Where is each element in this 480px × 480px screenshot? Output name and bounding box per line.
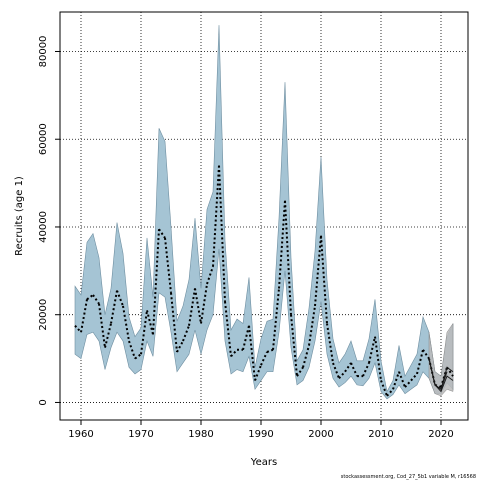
estimate-segment-1985 (224, 301, 232, 357)
estimate-segment-1968 (122, 305, 130, 342)
estimate-segment-1992 (266, 348, 274, 353)
y-tick-label-20000: 20000 (38, 299, 49, 331)
confidence-bands (74, 25, 454, 400)
estimate-segment-1971 (140, 310, 148, 355)
estimate-segment-1980 (194, 288, 202, 324)
retro-line-3 (428, 358, 448, 391)
estimate-segment-1977 (176, 340, 184, 353)
y-tick-label-80000: 80000 (38, 36, 49, 68)
estimate-segment-1975 (164, 237, 172, 293)
estimate-segment-1986 (230, 349, 238, 358)
x-tick-label-2020: 2020 (428, 429, 453, 440)
estimate-segment-1999 (308, 305, 316, 346)
estimate-segment-1981 (200, 283, 208, 324)
estimate-segment-1967 (116, 290, 124, 307)
y-axis-ticks: 0 20000 40000 60000 80000 (38, 36, 60, 406)
x-axis-ticks: 1960 1970 1980 1990 2000 2010 2020 (68, 420, 454, 440)
estimate-segment-1976 (170, 292, 178, 353)
estimate-segment-1983 (212, 165, 220, 267)
estimate-lines (74, 165, 454, 397)
estimate-segment-1993 (272, 288, 280, 350)
estimate-segment-2010 (374, 336, 382, 381)
y-tick-label-60000: 60000 (38, 123, 49, 155)
estimate-segment-1984 (218, 165, 226, 302)
x-tick-label-1970: 1970 (128, 429, 153, 440)
estimate-segment-2002 (326, 323, 334, 364)
x-tick-label-1960: 1960 (68, 429, 93, 440)
estimate-segment-1963 (92, 294, 100, 305)
estimate-segment-2011 (380, 380, 388, 397)
estimate-segment-1990 (254, 364, 262, 381)
estimate-segment-2012 (386, 388, 394, 397)
estimate-segment-2014 (398, 371, 406, 388)
x-tick-label-1990: 1990 (248, 429, 273, 440)
x-tick-label-2000: 2000 (308, 429, 333, 440)
estimate-segment-2015 (404, 379, 412, 388)
estimate-segment-2004 (338, 371, 346, 379)
estimate-segment-1979 (188, 288, 196, 326)
y-axis-title: Recruits (age 1) (14, 176, 25, 256)
estimate-segment-2001 (320, 235, 328, 324)
estimate-segment-1998 (302, 345, 310, 368)
estimate-segment-1961 (80, 299, 88, 333)
source-credit: stockassessment.org, Cod_27_5b1 variable… (341, 474, 476, 480)
estimate-segment-1996 (290, 314, 298, 377)
estimate-segment-2000 (314, 235, 322, 307)
estimate-segment-1966 (110, 290, 118, 324)
estimate-segment-1970 (134, 353, 142, 360)
estimate-segment-1982 (206, 266, 214, 285)
estimate-segment-1995 (284, 200, 292, 315)
estimate-segment-2016 (410, 373, 418, 382)
estimate-segment-1994 (278, 200, 286, 289)
y-tick-label-0: 0 (38, 399, 49, 405)
ci-band-retro (428, 322, 454, 397)
estimate-segment-1969 (128, 340, 136, 359)
x-axis-title: Years (250, 457, 277, 468)
estimate-segment-1960 (74, 325, 82, 333)
plot-frame (59, 11, 469, 421)
estimate-segment-1964 (98, 303, 106, 348)
estimate-segment-1978 (182, 325, 190, 342)
estimate-segment-1997 (296, 366, 304, 377)
estimate-segment-2003 (332, 362, 340, 379)
x-tick-label-1980: 1980 (188, 429, 213, 440)
x-tick-label-2010: 2010 (368, 429, 393, 440)
y-tick-label-40000: 40000 (38, 211, 49, 243)
ci-band-main (74, 25, 454, 400)
estimate-segment-1989 (248, 325, 256, 381)
estimate-segment-2005 (344, 362, 352, 373)
estimate-segment-2022 (446, 366, 454, 377)
estimate-segment-1974 (158, 228, 166, 239)
estimate-segment-2013 (392, 371, 400, 390)
estimate-segment-1962 (86, 294, 94, 301)
estimate-segment-2018 (422, 349, 430, 360)
